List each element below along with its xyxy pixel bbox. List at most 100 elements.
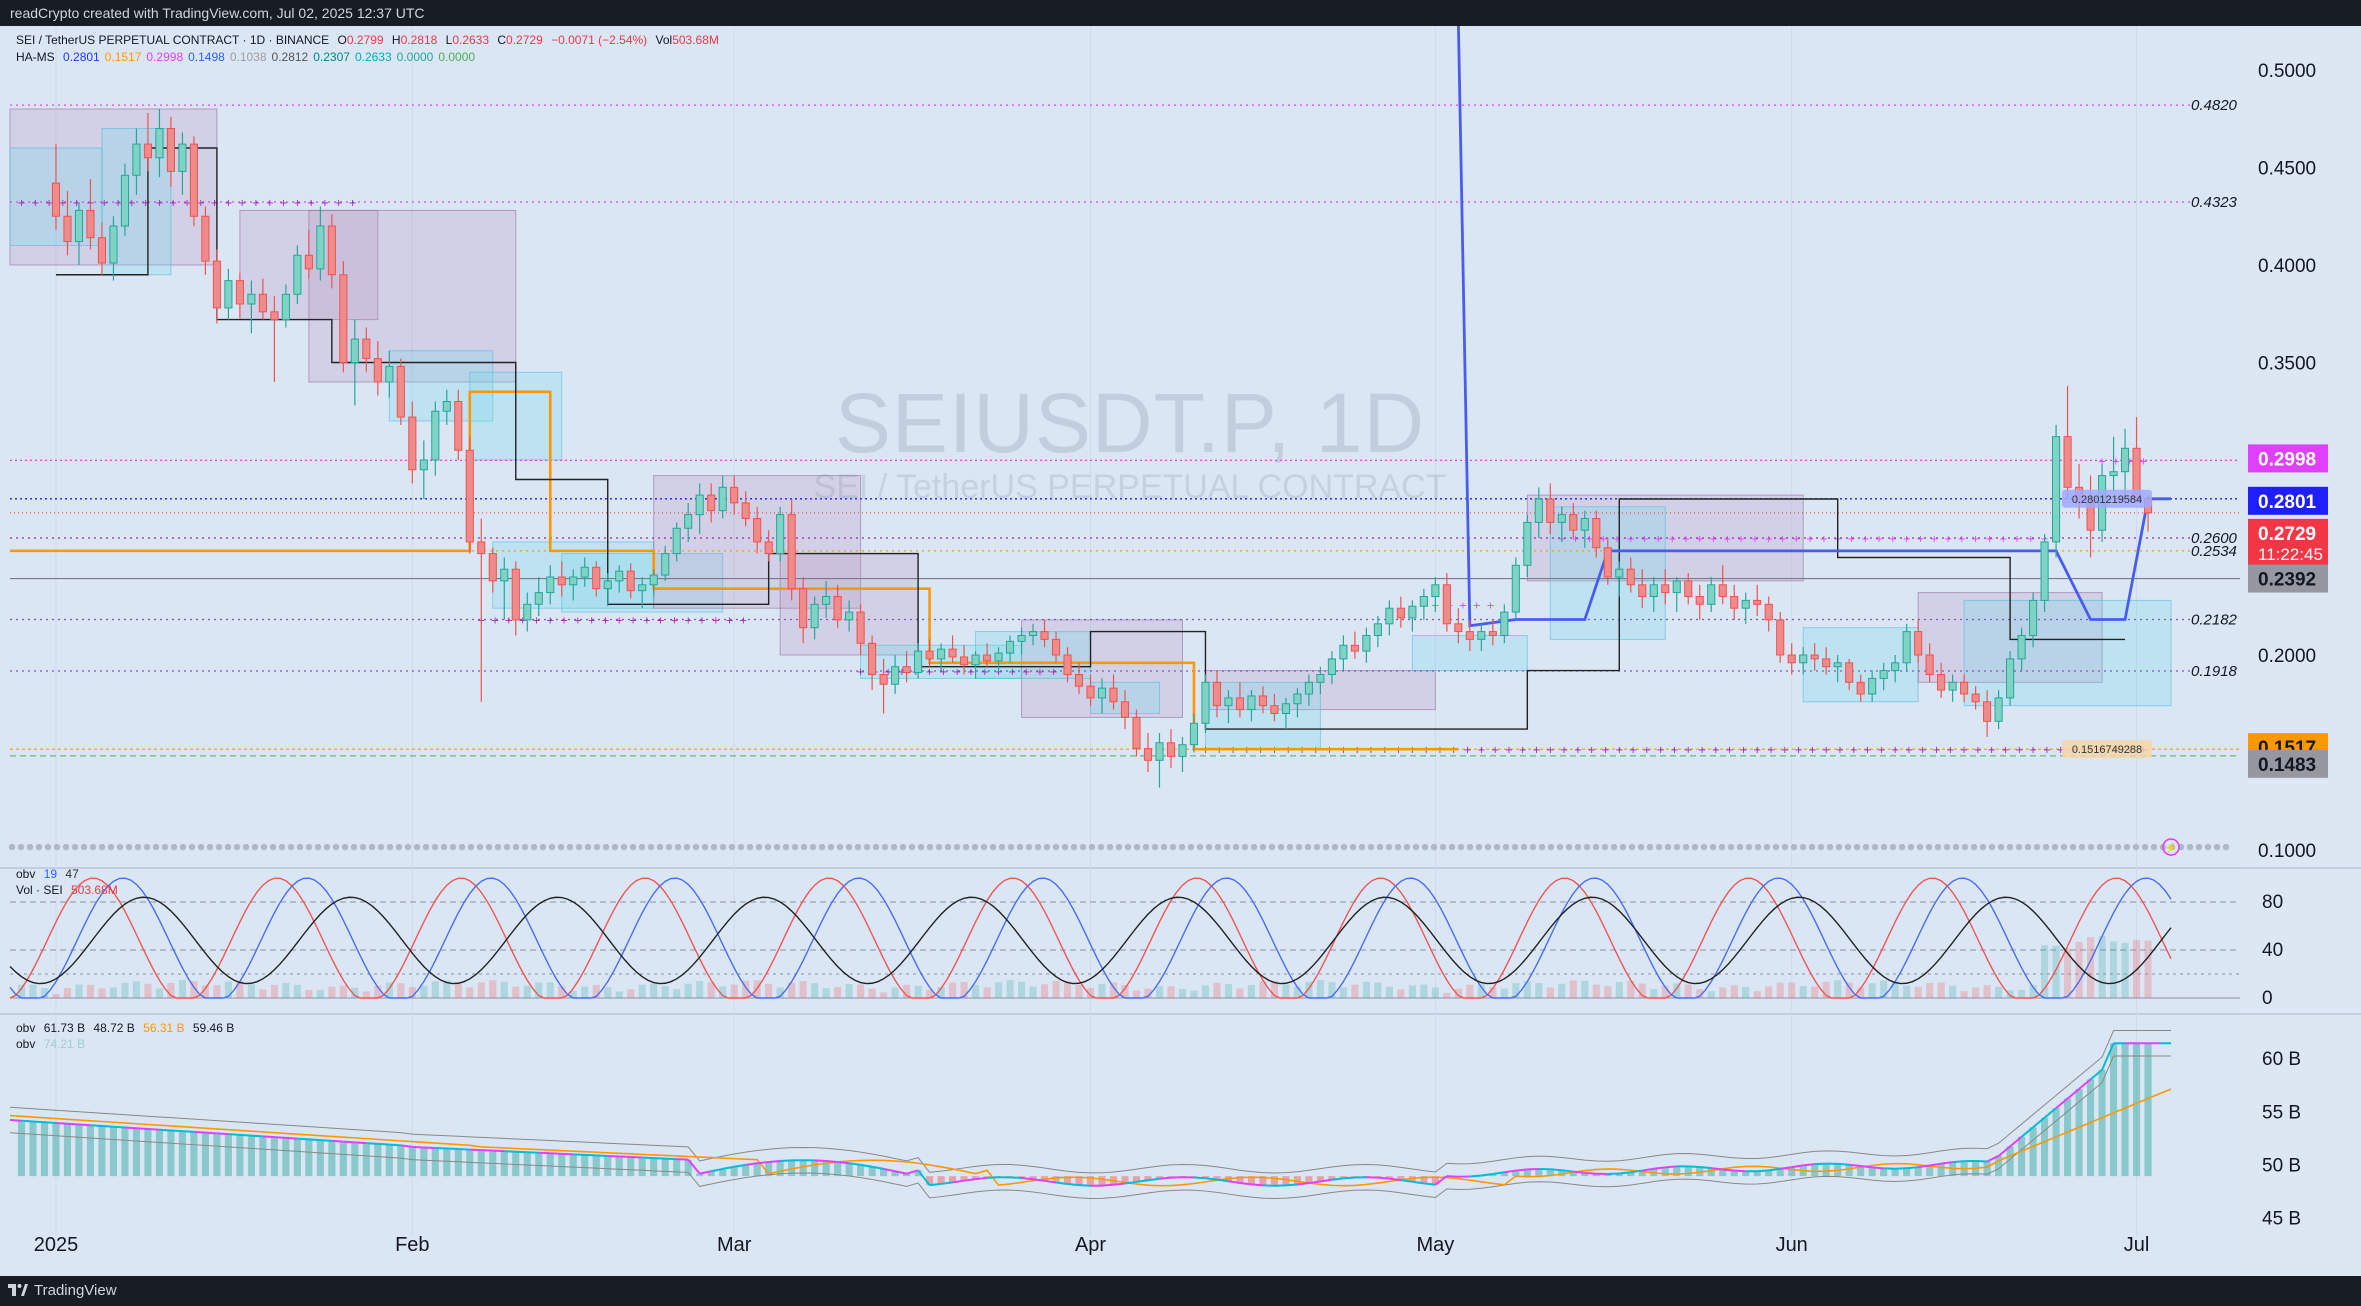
volume-bar — [121, 982, 129, 998]
dot-band — [989, 843, 997, 851]
dot-band — [1025, 843, 1033, 851]
obv-histogram-bar — [776, 1160, 784, 1177]
obv-line-segment — [1412, 1180, 1425, 1185]
indicator-value: 0.2633 — [354, 50, 392, 64]
candle-body — [1362, 635, 1371, 652]
volume-bar — [52, 994, 60, 998]
obv-histogram-bar — [1236, 1176, 1244, 1183]
volume-bar — [466, 987, 474, 998]
obv-histogram-bar — [1098, 1176, 1106, 1186]
candle-body — [1810, 654, 1819, 660]
footer-brand[interactable]: TradingView — [34, 1282, 117, 1299]
volume-bar — [1282, 984, 1290, 998]
dot-band — [179, 843, 187, 851]
marker-row: + — [1737, 534, 1745, 545]
obv-histogram-bar — [109, 1126, 118, 1177]
obv-line-segment — [1228, 1180, 1241, 1184]
dot-band — [314, 843, 322, 851]
candle-body — [488, 553, 497, 582]
dot-band — [1421, 843, 1429, 851]
pane2-obv-name[interactable]: obv — [16, 867, 36, 881]
obv-line-segment — [607, 1154, 620, 1158]
volume-bar — [2064, 948, 2072, 998]
candle-body — [1281, 703, 1290, 714]
obv-line-segment — [1032, 1178, 1045, 1182]
pane2-vol-name[interactable]: Vol · SEI — [16, 883, 63, 897]
dot-band — [1007, 843, 1015, 851]
volume-bar — [282, 982, 290, 998]
dot-band — [422, 843, 430, 851]
marker-row: + — [1725, 745, 1733, 756]
marker-row: + — [1367, 745, 1375, 756]
obv-histogram-bar — [316, 1140, 324, 1177]
obv-line-segment — [1975, 1159, 1988, 1163]
dot-band — [152, 843, 160, 851]
obv-histogram-bar — [1719, 1169, 1727, 1177]
volume-bar — [374, 985, 382, 998]
volume-bar — [40, 988, 49, 998]
symbol-name-watermark: SEI / TetherUS PERPETUAL CONTRACT — [813, 468, 1447, 506]
candle-body — [224, 280, 233, 309]
marker-row: + — [1629, 745, 1637, 756]
obv-line-segment — [1619, 1171, 1631, 1175]
candle-body — [1258, 695, 1268, 707]
candle-body — [1649, 584, 1658, 597]
obv-line-segment — [1653, 1166, 1666, 1170]
dot-band — [827, 843, 835, 851]
obv-line-segment — [1515, 1168, 1528, 1172]
volume-bar — [1799, 986, 1807, 998]
dot-band — [1169, 843, 1177, 851]
candle-body — [396, 365, 405, 418]
dot-band — [2195, 843, 2203, 851]
y-tick-label: 0.2000 — [2258, 646, 2316, 667]
dot-band — [854, 843, 862, 851]
dot-band — [1673, 843, 1681, 851]
dot-band — [728, 843, 736, 851]
obv-line-segment — [147, 1127, 160, 1131]
dot-band — [674, 843, 682, 851]
dot-band — [1250, 843, 1258, 851]
legend-symbol[interactable]: SEI / TetherUS PERPETUAL CONTRACT · 1D ·… — [16, 33, 330, 47]
dot-band — [2024, 843, 2032, 851]
dot-band — [1961, 843, 1969, 851]
candle-body — [879, 674, 888, 685]
pane3-obv-name[interactable]: obv — [16, 1021, 36, 1035]
pane3-obv2-name[interactable]: obv — [16, 1037, 36, 1051]
candle-body — [1477, 631, 1486, 640]
indicator-name[interactable]: HA-MS — [16, 50, 55, 64]
volume-bar — [201, 985, 209, 998]
obv-line-segment — [9, 1119, 22, 1122]
dot-band — [746, 843, 754, 851]
volume-bar — [328, 986, 336, 998]
marker-row: + — [953, 667, 961, 678]
obv-line-segment — [1699, 1165, 1712, 1170]
pane2-vol-legend: Vol · SEI 503.68M — [16, 882, 123, 898]
volume-bar — [1753, 991, 1761, 998]
volume-bar — [1960, 991, 1968, 998]
obv-histogram-bar — [1684, 1166, 1692, 1177]
volume-bar — [627, 989, 635, 998]
volume-bar — [1213, 982, 1221, 998]
dot-band — [1061, 843, 1069, 851]
dot-band — [188, 843, 196, 851]
volume-bar — [1178, 989, 1187, 998]
obv-line-segment — [1492, 1171, 1505, 1175]
volume-bar — [604, 987, 612, 998]
volume-bar — [1604, 986, 1612, 998]
x-tick-label: Jun — [1776, 1234, 1808, 1256]
volume-bar — [1408, 985, 1416, 998]
candle-body — [373, 358, 382, 383]
candle-body — [1143, 748, 1153, 761]
volume-bar — [1063, 981, 1072, 998]
marker-row: + — [1450, 745, 1458, 756]
obv-histogram-bar — [1937, 1163, 1945, 1177]
volume-bar — [1362, 981, 1370, 998]
volume-bar — [1236, 988, 1244, 998]
marker-row: + — [1919, 745, 1927, 756]
obv-line-segment — [1849, 1163, 1861, 1168]
dot-band — [377, 843, 385, 851]
obv-histogram-bar — [155, 1129, 163, 1177]
marker-row: + — [1753, 745, 1761, 756]
marker-row: + — [1422, 745, 1430, 756]
